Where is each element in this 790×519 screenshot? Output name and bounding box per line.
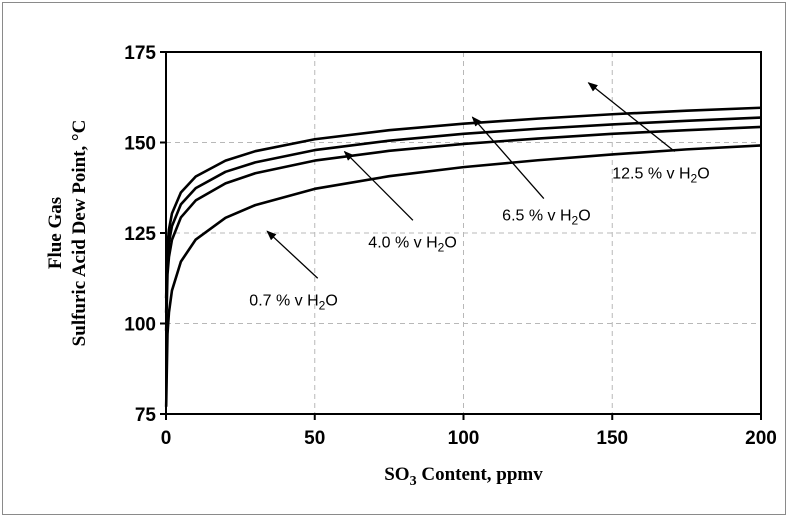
x-tick-label-3: 150 <box>596 428 628 449</box>
x-axis-title: SO3 Content, ppmv <box>384 464 543 489</box>
dew-point-chart: 75 100 125 150 175 0 50 100 150 200 0.7 % v H2O 4… <box>45 43 777 489</box>
x-tick-label-1: 50 <box>304 428 325 449</box>
x-axis-ticks: 0 50 100 150 200 <box>161 414 777 449</box>
annotation-arrow-4 <box>587 82 676 153</box>
annotation-label-3: 6.5 % v H2O <box>502 207 591 227</box>
annotation-arrow-3 <box>471 116 545 200</box>
annotation-arrow-2 <box>343 150 414 221</box>
curve-3 <box>164 116 762 313</box>
annotation-arrow-1 <box>266 230 319 279</box>
grid-lines <box>166 52 761 414</box>
y-tick-label-3: 150 <box>124 134 156 155</box>
x-tick-label-0: 0 <box>161 428 172 449</box>
dew-point-curves <box>164 106 762 407</box>
annotation-label-2: 4.0 % v H2O <box>368 234 457 254</box>
curve-annotations: 0.7 % v H2O 4.0 % v H2O 6.5 % v H2O 12.5 % … <box>249 82 710 312</box>
curve-2 <box>164 125 762 331</box>
y-tick-label-2: 125 <box>124 224 156 245</box>
annotation-label-1: 0.7 % v H2O <box>249 292 337 312</box>
annotation-label-4: 12.5 % v H2O <box>612 166 709 186</box>
x-tick-label-4: 200 <box>745 428 777 449</box>
curve-4 <box>164 106 762 299</box>
y-axis-title-line2: Sulfuric Acid Dew Point, °C <box>69 120 90 347</box>
y-tick-label-4: 175 <box>124 43 156 64</box>
y-axis-ticks: 75 100 125 150 175 <box>124 43 166 426</box>
y-axis-title-line1: Flue Gas <box>45 197 66 269</box>
x-tick-label-2: 100 <box>448 428 480 449</box>
y-tick-label-1: 100 <box>124 315 156 336</box>
y-tick-label-0: 75 <box>135 405 157 426</box>
curve-1 <box>164 144 762 407</box>
